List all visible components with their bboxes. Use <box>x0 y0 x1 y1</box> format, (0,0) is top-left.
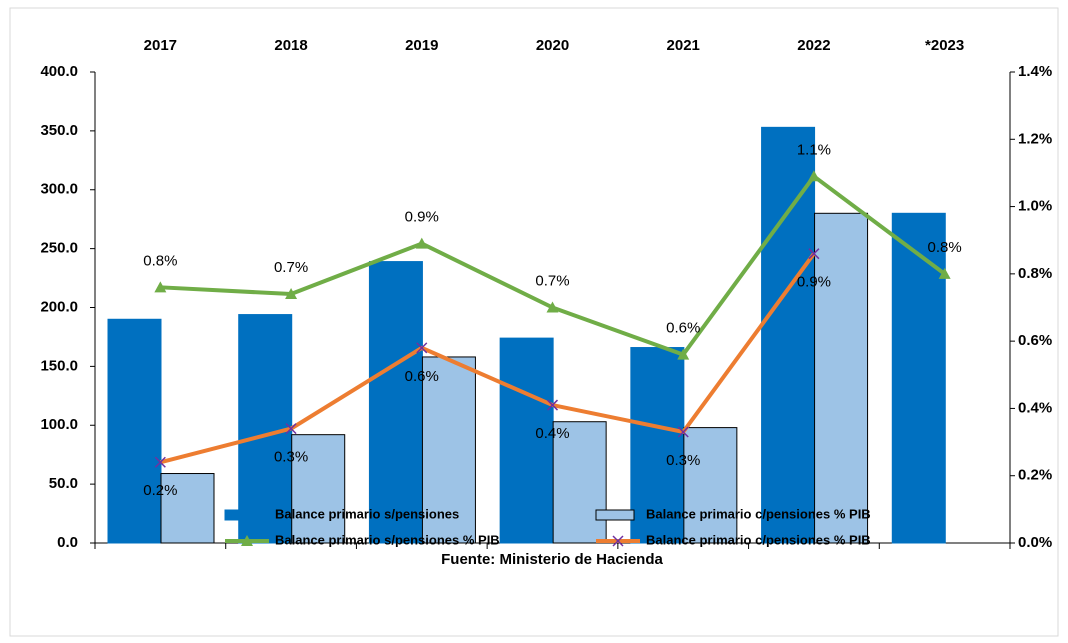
x-axis-label: Fuente: Ministerio de Hacienda <box>441 551 663 568</box>
data-label: 0.6% <box>405 368 439 385</box>
marker <box>415 237 428 249</box>
data-label: 1.1% <box>797 141 831 158</box>
data-label: 0.6% <box>666 320 700 337</box>
marker <box>154 281 167 293</box>
marker <box>546 301 559 313</box>
bar <box>291 434 346 544</box>
bar <box>814 212 869 544</box>
data-label: 0.7% <box>274 259 308 276</box>
data-label: 0.8% <box>143 252 177 269</box>
y2-tick-label: 1.4% <box>1018 63 1052 80</box>
marker <box>546 399 559 411</box>
data-label: 0.9% <box>405 209 439 226</box>
y-tick-label: 200.0 <box>40 298 78 315</box>
legend-marker <box>612 535 624 547</box>
y2-tick-label: 0.0% <box>1018 534 1052 551</box>
bar <box>107 318 162 544</box>
y-tick-label: 350.0 <box>40 122 78 139</box>
bar <box>891 212 946 544</box>
marker <box>677 426 689 438</box>
marker <box>285 288 298 300</box>
bar <box>368 261 423 544</box>
marker <box>154 456 166 468</box>
y-tick-label: 300.0 <box>40 181 78 198</box>
legend-label: Balance primario s/pensiones % PIB <box>275 532 500 547</box>
y2-tick-label: 0.4% <box>1018 399 1052 416</box>
x-tick-label: 2021 <box>667 37 700 54</box>
y-tick-label: 50.0 <box>49 475 78 492</box>
legend-label: Balance primario c/pensiones % PIB <box>646 532 871 547</box>
marker <box>938 267 951 279</box>
y-tick-label: 0.0 <box>57 534 78 551</box>
y-tick-label: 100.0 <box>40 416 78 433</box>
y-tick-label: 250.0 <box>40 240 78 257</box>
y2-tick-label: 0.2% <box>1018 467 1052 484</box>
y-tick-label: 400.0 <box>40 63 78 80</box>
data-label: 0.4% <box>535 425 569 442</box>
x-tick-label: 2022 <box>797 37 830 54</box>
data-label: 0.8% <box>928 239 962 256</box>
bar <box>761 126 816 544</box>
legend-label: Balance primario c/pensiones % PIB <box>646 506 871 521</box>
bar <box>421 356 476 544</box>
data-label: 0.7% <box>535 272 569 289</box>
marker <box>416 342 428 354</box>
y2-tick-label: 1.0% <box>1018 198 1052 215</box>
marker <box>285 423 297 435</box>
marker <box>677 348 690 360</box>
data-label: 0.2% <box>143 482 177 499</box>
legend-label: Balance primario s/pensiones <box>275 506 459 521</box>
x-tick-label: *2023 <box>925 37 964 54</box>
bar <box>499 337 554 544</box>
x-tick-label: 2020 <box>536 37 569 54</box>
data-label: 0.3% <box>666 452 700 469</box>
legend-marker <box>241 535 253 546</box>
y2-tick-label: 0.8% <box>1018 265 1052 282</box>
bar <box>630 347 685 544</box>
chart-frame <box>9 7 1059 637</box>
bar <box>683 427 738 544</box>
x-tick-label: 2019 <box>405 37 438 54</box>
line <box>159 252 816 465</box>
legend-swatch <box>224 509 264 521</box>
y2-tick-label: 1.2% <box>1018 130 1052 147</box>
y-tick-label: 150.0 <box>40 357 78 374</box>
y2-tick-label: 0.6% <box>1018 332 1052 349</box>
data-label: 0.3% <box>274 449 308 466</box>
marker <box>807 170 820 182</box>
x-tick-label: 2018 <box>274 37 307 54</box>
x-tick-label: 2017 <box>144 37 177 54</box>
bar <box>552 421 607 544</box>
data-label: 0.9% <box>797 274 831 291</box>
legend-swatch <box>595 509 635 521</box>
marker <box>808 248 820 260</box>
bar <box>160 473 215 544</box>
